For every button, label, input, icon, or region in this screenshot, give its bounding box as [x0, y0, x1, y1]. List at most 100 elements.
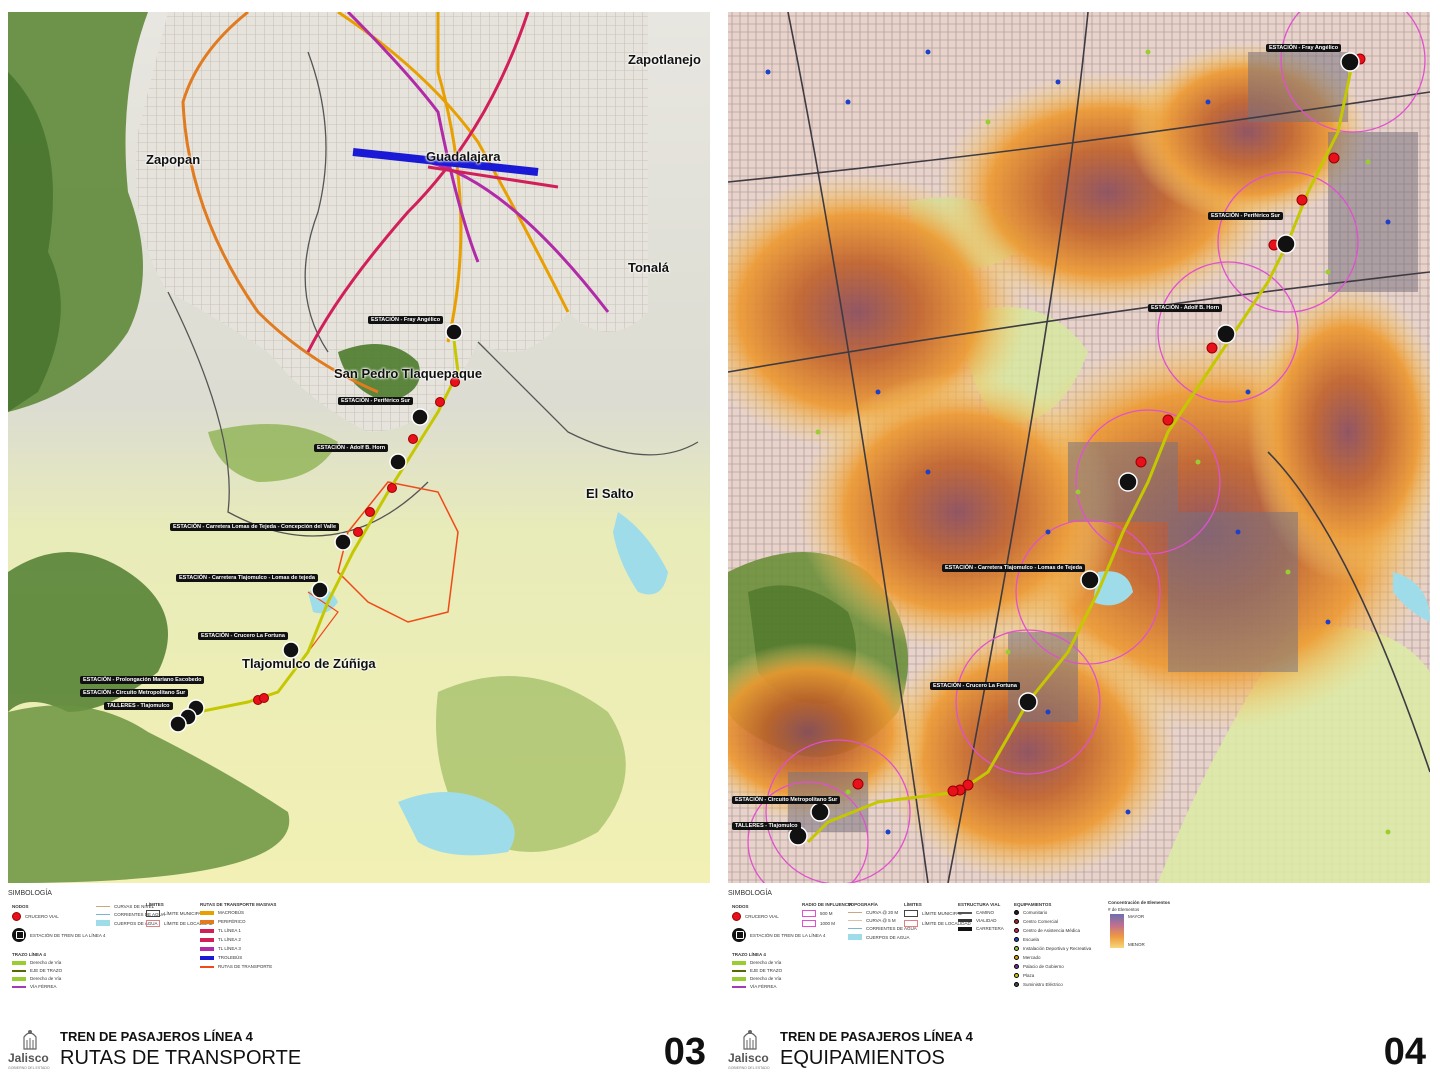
- station-label-adolf-horn: ESTACIÓN - Adolf B. Horn: [314, 444, 389, 452]
- legend-conc-low: MENOR: [1128, 942, 1145, 947]
- legend-label: PERIFÉRICO: [218, 919, 246, 924]
- legend-curvas: CURVAS DE NIVEL: [96, 904, 154, 909]
- legend-label: Comunitario: [1023, 910, 1048, 915]
- legend-eje-trazo: EJE DE TRAZO: [732, 968, 782, 973]
- legend-label: 500 M: [820, 911, 833, 916]
- swatch: [96, 906, 110, 907]
- legend-limites-head: LÍMITES: [146, 902, 164, 907]
- legend-label: CURVA @ 5 M: [866, 918, 896, 923]
- legend-equip-4: Instalación Deportiva y Recreativa: [1014, 946, 1091, 951]
- legend-equip-6: Palacio de Gobierno: [1014, 964, 1064, 969]
- legend-eje-trazo: EJE DE TRAZO: [12, 968, 62, 973]
- legend-label: Instalación Deportiva y Recreativa: [1023, 946, 1092, 951]
- legend-vialidad: VIALIDAD: [958, 918, 997, 923]
- legend-label: LÍMITE MUNICIPAL: [164, 911, 204, 916]
- city-tlajomulco: Tlajomulco de Zúñiga: [242, 656, 376, 671]
- jalisco-logo: Jalisco GOBIERNO DEL ESTADO: [8, 1027, 52, 1073]
- legend-label: LÍMITE MUNICIPAL: [922, 911, 962, 916]
- legend-trazo-head: TRAZO LÍNEA 4: [732, 952, 766, 957]
- legend-label: Centro de Asistencia Médica: [1023, 928, 1081, 933]
- project-title: TREN DE PASAJEROS LÍNEA 4: [780, 1029, 973, 1044]
- open-area-southeast: [1158, 627, 1430, 883]
- legend-limites-head: LÍMITES: [904, 902, 922, 907]
- equipment-dot-icon: [1014, 919, 1019, 924]
- legend-linea1: TL LÍNEA 1: [200, 928, 241, 933]
- swatch: [12, 976, 26, 981]
- legend-equip-7: Plaza: [1014, 973, 1034, 978]
- station-label-periferico-sur: ESTACIÓN - Periférico Sur: [1208, 212, 1283, 220]
- legend-title: SIMBOLOGÍA: [8, 890, 52, 897]
- stations: [788, 52, 1360, 846]
- city-zapotlanejo: Zapotlanejo: [628, 52, 701, 67]
- station-label-crucero-fortuna: ESTACIÓN - Crucero La Fortuna: [198, 632, 288, 640]
- legend-label: CUERPOS DE AGUA: [114, 920, 158, 926]
- route-periferico: [181, 12, 379, 394]
- legend-right: SIMBOLOGÍA NODOS CRUCERO VIAL ESTACIÓN D…: [728, 890, 1430, 1010]
- legend-equip-0: Comunitario: [1014, 910, 1047, 915]
- station-label-periferico-sur: ESTACIÓN - Periférico Sur: [338, 397, 413, 405]
- legend-equip-1: Centro Comercial: [1014, 919, 1058, 924]
- legend-title: SIMBOLOGÍA: [728, 890, 772, 897]
- legend-label: TL LÍNEA 3: [218, 946, 241, 951]
- legend-label: TL LÍNEA 2: [218, 937, 241, 942]
- hills-center: [208, 424, 338, 482]
- legend-cruce-vial: CRUCERO VIAL: [732, 912, 779, 921]
- jalisco-logo: Jalisco GOBIERNO DEL ESTADO: [728, 1027, 772, 1073]
- road-network: [728, 12, 1430, 883]
- legend-curva-20: CURVA @ 20 M: [848, 910, 898, 915]
- legend-equip-head: EQUIPAMIENTOS: [1014, 902, 1052, 907]
- jalisco-crest-icon: [743, 1030, 757, 1050]
- legend-camino: CAMINO: [958, 910, 994, 915]
- transport-routes-map[interactable]: Zapopan Guadalajara Zapotlanejo Tonalá S…: [8, 12, 710, 883]
- concentration-heatmap: [728, 42, 1430, 882]
- legend-label: EJE DE TRAZO: [750, 968, 783, 973]
- equipment-dot-icon: [1014, 964, 1019, 969]
- legend-conc-high: MAYOR: [1128, 914, 1145, 919]
- project-title: TREN DE PASAJEROS LÍNEA 4: [60, 1029, 253, 1044]
- local-routes-2: [307, 591, 339, 653]
- legend-corrientes: CORRIENTES DE AGUA: [96, 912, 165, 917]
- station-label-circuito: ESTACIÓN - Circuito Metropolitano Sur: [80, 689, 189, 697]
- equipment-map[interactable]: ESTACIÓN - Fray Angélico ESTACIÓN - Peri…: [728, 12, 1430, 883]
- swatch: [146, 910, 160, 917]
- equipment-dot-icon: [1014, 955, 1019, 960]
- sheet-subtitle: EQUIPAMIENTOS: [780, 1047, 945, 1069]
- legend-label: VIALIDAD: [976, 918, 997, 923]
- swatch: [200, 965, 214, 968]
- train-station-icon: [732, 928, 746, 942]
- legend-limite-localidad: LÍMITE DE LOCALIDAD: [904, 920, 971, 927]
- legend-label: Centro Comercial: [1023, 919, 1059, 924]
- legend-label: CRUCERO VIAL: [25, 914, 59, 919]
- legend-radio-500: 500 M: [802, 910, 833, 917]
- swatch: [200, 937, 214, 942]
- road-crossings: [253, 377, 460, 705]
- legend-macrobus: MACROBÚS: [200, 910, 244, 915]
- swatch: [200, 955, 214, 960]
- legend-label: EJE DE TRAZO: [30, 968, 63, 973]
- legend-conc-sub: # de Elementos: [1108, 907, 1140, 912]
- swatch: [200, 928, 214, 933]
- swatch: [732, 985, 746, 988]
- legend-via-ferrea: VÍA FÉRREA: [732, 984, 777, 989]
- legend-equip-3: Escuela: [1014, 937, 1039, 942]
- line4-track: [806, 59, 1355, 844]
- station-label-talleres: TALLERES - Tlajomulco: [104, 702, 173, 710]
- swatch: [802, 920, 816, 927]
- map-canvas-right: [728, 12, 1430, 883]
- legend-label: CORRIENTES DE AGUA: [866, 926, 917, 931]
- legend-rutas-head: RUTAS DE TRANSPORTE MASIVAS: [200, 902, 277, 907]
- legend-derecho-via: Derecho de Vía: [732, 960, 781, 965]
- map-sheet-04: ESTACIÓN - Fray Angélico ESTACIÓN - Peri…: [720, 0, 1440, 1080]
- station-label-fray-angelico: ESTACIÓN - Fray Angélico: [1266, 44, 1342, 52]
- hills-southwest: [8, 552, 168, 712]
- logo-subtitle: GOBIERNO DEL ESTADO: [728, 1066, 770, 1070]
- swatch: [12, 985, 26, 988]
- legend-limite-municipal: LÍMITE MUNICIPAL: [146, 910, 204, 917]
- station-label-circuito: ESTACIÓN - Circuito Metropolitano Sur: [732, 796, 841, 804]
- water-body-el-salto: [613, 512, 668, 595]
- cerro-tlaquepaque: [338, 344, 420, 402]
- legend-label: Derecho de Vía: [30, 976, 62, 981]
- footer-left: Jalisco GOBIERNO DEL ESTADO TREN DE PASA…: [8, 1025, 710, 1077]
- legend-label: CURVAS DE NIVEL: [114, 904, 155, 909]
- legend-label: CORRIENTES DE AGUA: [114, 912, 165, 917]
